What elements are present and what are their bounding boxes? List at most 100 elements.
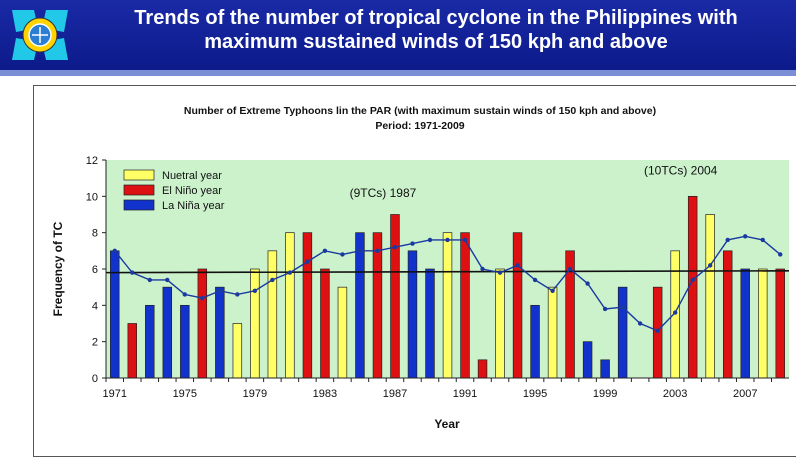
bar-2008	[757, 268, 768, 379]
moving-average-point-1988	[410, 241, 415, 246]
bar-1982	[302, 232, 313, 379]
y-axis-label: Frequency of TC	[51, 221, 65, 316]
bar-1992	[477, 359, 488, 379]
moving-average-point-1981	[287, 270, 293, 275]
bar-1994	[512, 232, 523, 379]
moving-average-point-1974	[165, 277, 170, 283]
moving-average-point-1993	[497, 270, 503, 275]
moving-average-point-2006	[725, 237, 730, 243]
bar-2009	[775, 268, 785, 379]
header-stripe	[0, 70, 796, 76]
moving-average-point-2007	[743, 234, 748, 239]
moving-average-point-1990	[445, 237, 450, 243]
x-tick-label-1987: 1987	[383, 388, 407, 400]
moving-average-point-2009	[778, 252, 783, 257]
bar-1971	[110, 250, 120, 379]
moving-average-point-2004	[690, 277, 695, 283]
moving-average-point-1978	[235, 292, 240, 297]
moving-average-point-1992	[480, 266, 485, 272]
x-tick-label-1971: 1971	[103, 388, 127, 400]
y-tick-label-4: 4	[92, 300, 98, 312]
y-tick-label-10: 10	[86, 191, 98, 203]
annotation-1987: (9TCs) 1987	[350, 186, 417, 200]
moving-average-point-1995	[532, 277, 538, 283]
moving-average-point-1999	[602, 306, 608, 312]
moving-average-point-2001	[637, 321, 643, 326]
bar-1980	[267, 250, 278, 379]
bar-1976	[197, 268, 208, 379]
bar-1993	[495, 268, 505, 379]
bar-1978	[232, 323, 243, 379]
moving-average-point-1976	[200, 295, 205, 301]
moving-average-point-1997	[567, 266, 573, 272]
chart-title-line-1: Number of Extreme Typhoons lin the PAR (…	[184, 105, 656, 117]
moving-average-point-1998	[585, 281, 590, 286]
bar-2000	[617, 286, 628, 379]
x-tick-label-1999: 1999	[593, 388, 617, 400]
mean-trend-line	[105, 270, 790, 274]
bar-1986	[372, 232, 383, 379]
x-tick-label-2003: 2003	[663, 388, 687, 400]
bar-1988	[407, 250, 418, 379]
moving-average-point-1982	[305, 259, 310, 264]
typhoon-chart: Number of Extreme Typhoons lin the PAR (…	[51, 105, 790, 431]
moving-average-point-2000	[620, 304, 625, 310]
x-tick-label-2007: 2007	[733, 388, 757, 400]
bar-1983	[320, 268, 330, 379]
slide-title: Trends of the number of tropical cyclone…	[80, 6, 792, 54]
slide-title-line-2: maximum sustained winds of 150 kph and a…	[204, 31, 668, 53]
bar-1977	[215, 286, 225, 379]
bar-1991	[460, 232, 470, 379]
legend-label-L: La Niña year	[162, 200, 225, 212]
bar-1996	[547, 286, 558, 379]
x-axis-label: Year	[434, 417, 460, 431]
chart-title-line-2: Period: 1971-2009	[375, 120, 464, 132]
moving-average-point-2003	[672, 310, 678, 315]
bar-1995	[530, 304, 540, 379]
bar-2007	[740, 268, 750, 379]
moving-average-point-1991	[462, 237, 468, 243]
y-tick-label-0: 0	[92, 373, 98, 385]
bar-1985	[355, 232, 365, 379]
annotation-2004: (10TCs) 2004	[644, 164, 718, 178]
bar-1998	[582, 341, 593, 379]
bar-1975	[180, 304, 190, 379]
bar-2004	[687, 195, 698, 379]
x-tick-label-1975: 1975	[173, 388, 197, 400]
moving-average-point-1984	[340, 252, 345, 257]
moving-average-point-1983	[322, 248, 328, 254]
moving-average-point-1972	[130, 270, 135, 275]
legend-swatch-L	[123, 199, 155, 211]
bar-1990	[442, 232, 453, 379]
bar-1973	[145, 304, 155, 379]
legend-label-E: El Niño year	[162, 185, 222, 197]
moving-average-point-1979	[252, 288, 258, 293]
moving-average-point-1987	[392, 245, 398, 250]
y-tick-label-6: 6	[92, 264, 98, 276]
slide-header: Trends of the number of tropical cyclone…	[0, 0, 796, 70]
moving-average-point-1986	[375, 248, 380, 254]
bar-1974	[162, 286, 173, 379]
bar-1984	[337, 286, 348, 379]
moving-average-point-2008	[760, 237, 765, 243]
legend-swatch-E	[123, 184, 155, 196]
legend-label-N: Nuetral year	[162, 170, 222, 182]
x-tick-label-1991: 1991	[453, 388, 477, 400]
bar-2006	[722, 250, 733, 379]
moving-average-point-1973	[147, 277, 152, 283]
x-tick-label-1995: 1995	[523, 388, 547, 400]
y-tick-label-12: 12	[86, 155, 98, 167]
x-tick-label-1983: 1983	[313, 388, 337, 400]
moving-average-point-1980	[270, 277, 275, 283]
moving-average-point-1971	[112, 248, 117, 254]
moving-average-point-1985	[357, 248, 363, 254]
x-tick-label-1979: 1979	[243, 388, 267, 400]
moving-average-point-1977	[217, 288, 223, 293]
bar-1987	[390, 214, 400, 379]
moving-average-point-1996	[550, 288, 555, 293]
moving-average-point-2005	[707, 263, 713, 268]
moving-average-point-2002	[655, 328, 660, 333]
moving-average-point-1994	[515, 263, 520, 268]
bar-1981	[285, 232, 295, 379]
bar-1989	[425, 268, 435, 379]
